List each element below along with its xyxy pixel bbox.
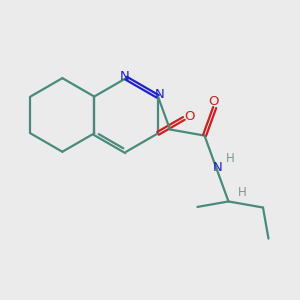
Text: N: N xyxy=(213,160,222,174)
Text: H: H xyxy=(237,186,246,199)
Text: H: H xyxy=(225,152,234,165)
Text: O: O xyxy=(208,95,218,108)
Text: N: N xyxy=(155,88,165,101)
Text: N: N xyxy=(119,70,129,83)
Text: O: O xyxy=(184,110,194,123)
